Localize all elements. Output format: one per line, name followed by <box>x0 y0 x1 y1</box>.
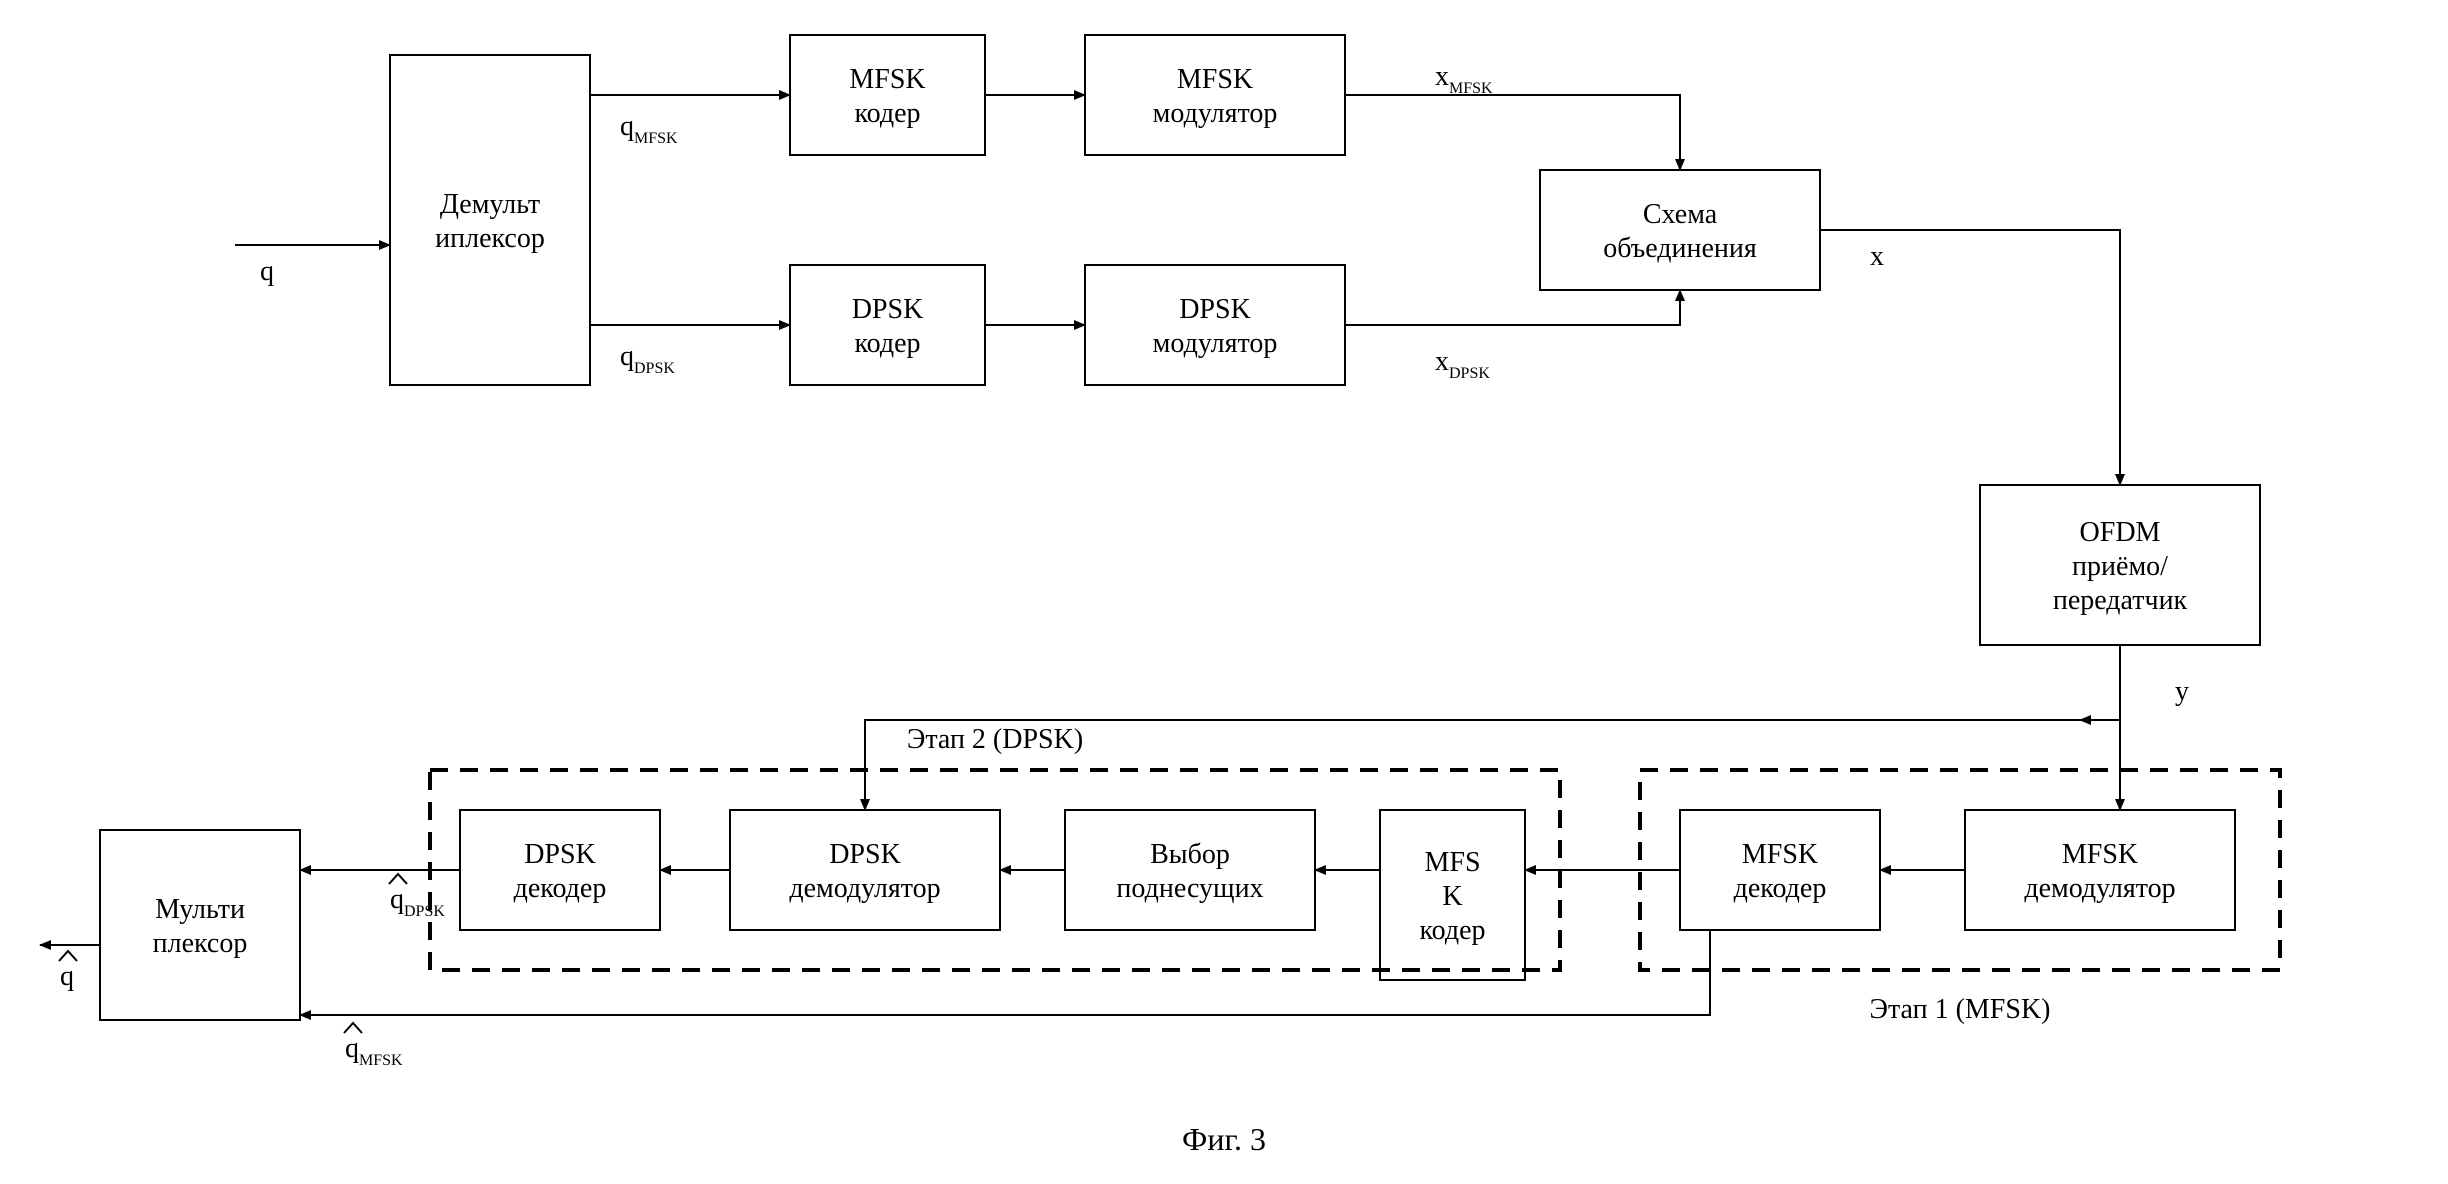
mfsk-decoder-box-label: декодер <box>1734 873 1827 904</box>
ofdm-box-label: передатчик <box>2053 585 2188 616</box>
stage2-label: Этап 2 (DPSK) <box>907 724 1083 755</box>
label-xdpsk: xDPSK <box>1435 346 1490 382</box>
subcarrier-select-box <box>1065 810 1315 930</box>
demultiplexer-box-label: иплексор <box>435 223 545 254</box>
mfsk-modulator-box-label: модулятор <box>1153 98 1278 129</box>
svg-text:q: q <box>60 961 74 992</box>
svg-text:DPSK: DPSK <box>404 903 445 920</box>
label-q: q <box>260 256 274 287</box>
multiplexer-box <box>100 830 300 1020</box>
label-qmfsk: qMFSK <box>620 111 678 147</box>
subcarrier-select-box-label: Выбор <box>1150 839 1230 870</box>
ofdm-box-label: OFDM <box>2080 517 2161 548</box>
mfsk-reencoder-box-label: K <box>1442 881 1462 912</box>
label-qhdpsk: qDPSK <box>389 874 445 920</box>
label-y: y <box>2175 676 2189 707</box>
demultiplexer-box <box>390 55 590 385</box>
mfsk-demodulator-box <box>1965 810 2235 930</box>
dpsk-modulator-box-label: модулятор <box>1153 328 1278 359</box>
mfsk-decoder-box-label: MFSK <box>1742 839 1818 870</box>
mfsk-demodulator-box-label: демодулятор <box>2024 873 2175 904</box>
dpsk-demodulator-box <box>730 810 1000 930</box>
arrow-mfskmod-combine <box>1345 95 1680 170</box>
mfsk-encoder-box-label: кодер <box>854 98 920 129</box>
dpsk-decoder-box <box>460 810 660 930</box>
arrow-combine-ofdm <box>1820 230 2120 485</box>
label-qhmfsk: qMFSK <box>344 1023 403 1069</box>
svg-text:DPSK: DPSK <box>1449 365 1490 382</box>
combiner-box-label: объединения <box>1603 233 1757 264</box>
ofdm-box-label: приёмо/ <box>2072 551 2168 582</box>
dpsk-demodulator-box-label: DPSK <box>829 839 901 870</box>
svg-text:q: q <box>620 341 634 372</box>
mfsk-encoder-box-label: MFSK <box>849 64 925 95</box>
label-x: x <box>1870 241 1884 272</box>
dpsk-demodulator-box-label: демодулятор <box>789 873 940 904</box>
dpsk-modulator-box-label: DPSK <box>1179 294 1251 325</box>
dpsk-encoder-box-label: кодер <box>854 328 920 359</box>
mfsk-modulator-box <box>1085 35 1345 155</box>
mfsk-reencoder-box-label: кодер <box>1419 915 1485 946</box>
combiner-box-label: Схема <box>1643 199 1718 230</box>
dpsk-decoder-box-label: декодер <box>514 873 607 904</box>
svg-text:MFSK: MFSK <box>359 1052 403 1069</box>
dpsk-modulator-box <box>1085 265 1345 385</box>
svg-text:q: q <box>390 884 404 915</box>
mfsk-modulator-box-label: MFSK <box>1177 64 1253 95</box>
svg-text:MFSK: MFSK <box>634 130 678 147</box>
svg-text:q: q <box>345 1033 359 1064</box>
subcarrier-select-box-label: поднесущих <box>1116 873 1263 904</box>
svg-text:x: x <box>1435 61 1449 92</box>
mfsk-demodulator-box-label: MFSK <box>2062 839 2138 870</box>
dpsk-encoder-box <box>790 265 985 385</box>
arrow-dpskmod-combine <box>1345 290 1680 325</box>
mfsk-reencoder-box-label: MFS <box>1424 847 1480 878</box>
figure-caption: Фиг. 3 <box>1182 1121 1266 1157</box>
label-qhat: q <box>59 951 77 992</box>
dpsk-decoder-box-label: DPSK <box>524 839 596 870</box>
mfsk-encoder-box <box>790 35 985 155</box>
demultiplexer-box-label: Демульт <box>440 189 540 220</box>
dpsk-encoder-box-label: DPSK <box>852 294 924 325</box>
svg-text:x: x <box>1435 346 1449 377</box>
svg-text:DPSK: DPSK <box>634 360 675 377</box>
label-qdpsk: qDPSK <box>620 341 675 377</box>
svg-text:MFSK: MFSK <box>1449 80 1493 97</box>
multiplexer-box-label: плексор <box>153 928 248 959</box>
svg-text:q: q <box>620 111 634 142</box>
mfsk-decoder-box <box>1680 810 1880 930</box>
combiner-box <box>1540 170 1820 290</box>
multiplexer-box-label: Мульти <box>155 894 245 925</box>
stage1-label: Этап 1 (MFSK) <box>1869 994 2050 1025</box>
label-xmfsk: xMFSK <box>1435 61 1493 97</box>
